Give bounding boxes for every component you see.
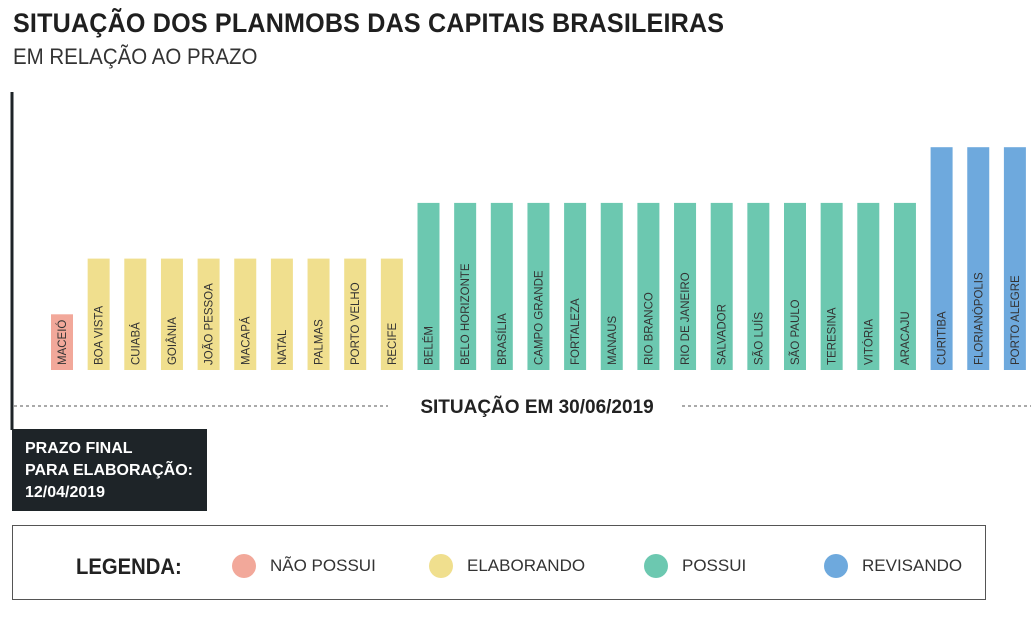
bar-joao-pessoa bbox=[197, 258, 220, 370]
bar-label-natal: NATAL bbox=[277, 329, 289, 365]
bar-cuiaba bbox=[124, 258, 147, 370]
bar-porto-alegre bbox=[1003, 147, 1026, 370]
bar-fortaleza bbox=[564, 202, 587, 370]
bar-macapa bbox=[234, 258, 257, 370]
bar-chart: SITUAÇÃO EM 30/06/2019 MACEIÓ BOA VISTA CU… bbox=[10, 92, 1031, 430]
deadline-box: PRAZO FINAL PARA ELABORAÇÃO: 12/04/2019 bbox=[12, 429, 207, 511]
bar-label-macapa: MACAPÁ bbox=[239, 316, 252, 365]
bar-maceio bbox=[51, 314, 73, 370]
legend-label-nao-possui: NÃO POSSUI bbox=[270, 556, 376, 575]
bar-label-boa-vista: BOA VISTA bbox=[94, 305, 106, 365]
bar-label-rio-branco: RIO BRANCO bbox=[643, 292, 655, 365]
deadline-line1: PRAZO FINAL bbox=[25, 440, 133, 457]
bar-vitoria bbox=[857, 202, 880, 370]
legend-label-elaborando: ELABORANDO bbox=[467, 556, 586, 575]
bar-label-campo-grande: CAMPO GRANDE bbox=[533, 270, 545, 365]
legend-item-possui: POSSUI bbox=[644, 554, 746, 578]
bar-curitiba bbox=[930, 147, 953, 370]
bar-label-palmas: PALMAS bbox=[314, 319, 326, 365]
bar-label-florianopolis: FLORIANÓPOLIS bbox=[972, 272, 985, 365]
situation-label: SITUAÇÃO EM 30/06/2019 bbox=[420, 396, 653, 418]
bar-label-porto-velho: PORTO VELHO bbox=[350, 282, 362, 365]
legend-swatch-possui bbox=[644, 554, 668, 578]
bar-label-sao-luis: SÃO LUÍS bbox=[752, 312, 765, 365]
bar-label-salvador: SALVADOR bbox=[717, 304, 729, 365]
bar-label-brasilia: BRASÍLIA bbox=[496, 313, 509, 365]
bar-label-curitiba: CURITIBA bbox=[937, 311, 949, 365]
legend-title: LEGENDA: bbox=[76, 554, 182, 579]
bar-rio-de-janeiro bbox=[674, 202, 697, 370]
legend: LEGENDA: NÃO POSSUI ELABORANDO POSSUI RE… bbox=[12, 525, 986, 600]
legend-label-possui: POSSUI bbox=[682, 556, 747, 575]
bar-label-goiania: GOIÂNIA bbox=[166, 317, 179, 365]
bar-boa-vista bbox=[87, 258, 110, 370]
bar-label-aracaju: ARACAJU bbox=[900, 311, 912, 365]
bar-label-belem: BELÉM bbox=[423, 326, 436, 365]
bar-label-belo-horizonte: BELO HORIZONTE bbox=[460, 263, 472, 365]
bar-porto-velho bbox=[344, 258, 367, 370]
bar-label-fortaleza: FORTALEZA bbox=[570, 298, 582, 365]
legend-item-elaborando: ELABORANDO bbox=[429, 554, 585, 578]
bar-label-cuiaba: CUIABÁ bbox=[129, 322, 142, 365]
bar-manaus bbox=[600, 202, 623, 370]
bar-rio-branco bbox=[637, 202, 660, 370]
bar-recife bbox=[380, 258, 403, 370]
bar-label-vitoria: VITÓRIA bbox=[862, 319, 875, 365]
bar-belem bbox=[417, 202, 440, 370]
chart-title: SITUAÇÃO DOS PLANMOBS DAS CAPITAIS BRASI… bbox=[13, 8, 725, 38]
deadline-date: 12/04/2019 bbox=[25, 484, 106, 501]
bar-sao-luis bbox=[747, 202, 770, 370]
bar-goiania bbox=[160, 258, 183, 370]
bar-campo-grande bbox=[527, 202, 550, 370]
bars-group: MACEIÓ BOA VISTA CUIABÁ GOIÂNIA JOÃO PESSOA M… bbox=[51, 147, 1026, 370]
bar-label-manaus: MANAUS bbox=[607, 315, 619, 365]
legend-item-nao-possui: NÃO POSSUI bbox=[232, 554, 376, 578]
legend-swatch-nao-possui bbox=[232, 554, 256, 578]
legend-swatch-elaborando bbox=[429, 554, 453, 578]
chart-subtitle: EM RELAÇÃO AO PRAZO bbox=[13, 44, 258, 69]
legend-label-revisando: REVISANDO bbox=[862, 556, 963, 575]
bar-label-porto-alegre: PORTO ALEGRE bbox=[1010, 275, 1022, 365]
bar-belo-horizonte bbox=[454, 202, 477, 370]
bar-sao-paulo bbox=[784, 202, 806, 370]
bar-label-teresina: TERESINA bbox=[827, 307, 839, 365]
deadline-line2: PARA ELABORAÇÃO: bbox=[25, 462, 193, 479]
bar-salvador bbox=[710, 202, 733, 370]
bar-label-joao-pessoa: JOÃO PESSOA bbox=[203, 283, 216, 365]
legend-item-revisando: REVISANDO bbox=[824, 554, 962, 578]
legend-swatch-revisando bbox=[824, 554, 848, 578]
bar-label-recife: RECIFE bbox=[387, 323, 399, 366]
bar-label-maceio: MACEIÓ bbox=[56, 320, 69, 365]
bar-florianopolis bbox=[967, 147, 990, 370]
bar-palmas bbox=[307, 258, 330, 370]
bar-brasilia bbox=[490, 202, 513, 370]
bar-label-sao-paulo: SÃO PAULO bbox=[789, 299, 802, 365]
bar-label-rio-de-janeiro: RIO DE JANEIRO bbox=[680, 272, 692, 365]
bar-teresina bbox=[820, 202, 843, 370]
bar-natal bbox=[270, 258, 293, 370]
bar-aracaju bbox=[893, 202, 916, 370]
